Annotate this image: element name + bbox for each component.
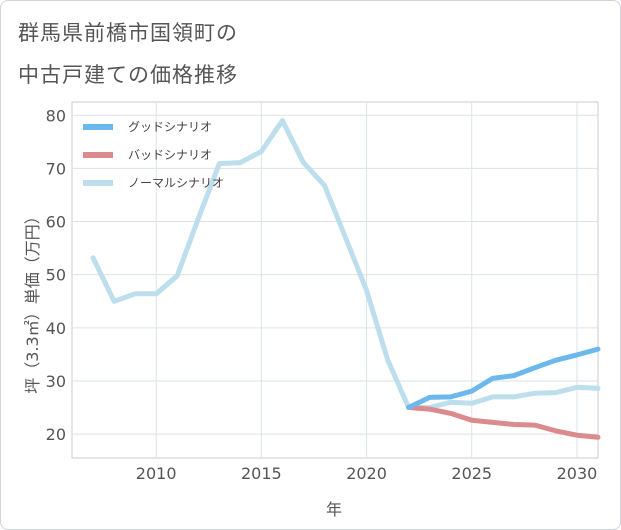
chart-title-line-2: 中古戸建ての価格推移 (18, 63, 238, 87)
x-tick-label: 2015 (241, 464, 282, 483)
y-tick-label: 20 (46, 425, 66, 444)
legend-label: バッドシナリオ (128, 148, 212, 162)
series-line-0 (406, 346, 601, 410)
series-line-2 (90, 118, 601, 410)
y-axis-label: 坪（3.3㎡）単価（万円） (23, 208, 42, 393)
x-tick-label: 2025 (451, 464, 492, 483)
y-tick-label: 30 (46, 372, 66, 391)
y-tick-label: 40 (46, 319, 66, 338)
grid-lines (72, 102, 598, 458)
y-tick-label: 70 (46, 159, 66, 178)
x-tick-label: 2030 (557, 464, 598, 483)
y-tick-labels: 20 30 40 50 60 70 80 (46, 106, 66, 444)
y-tick-label: 80 (46, 106, 66, 125)
series-line-1 (406, 405, 601, 440)
legend-label: グッドシナリオ (128, 120, 212, 134)
x-axis-label: 年 (326, 500, 342, 519)
x-tick-label: 2020 (346, 464, 387, 483)
x-tick-label: 2010 (136, 464, 177, 483)
y-tick-label: 50 (46, 266, 66, 285)
legend-label: ノーマルシナリオ (128, 176, 224, 190)
y-tick-label: 60 (46, 213, 66, 232)
x-tick-labels: 2010 2015 2020 2025 2030 (136, 464, 598, 483)
series-lines (90, 118, 601, 440)
chart-title-line-1: 群馬県前橋市国領町の (18, 21, 238, 45)
